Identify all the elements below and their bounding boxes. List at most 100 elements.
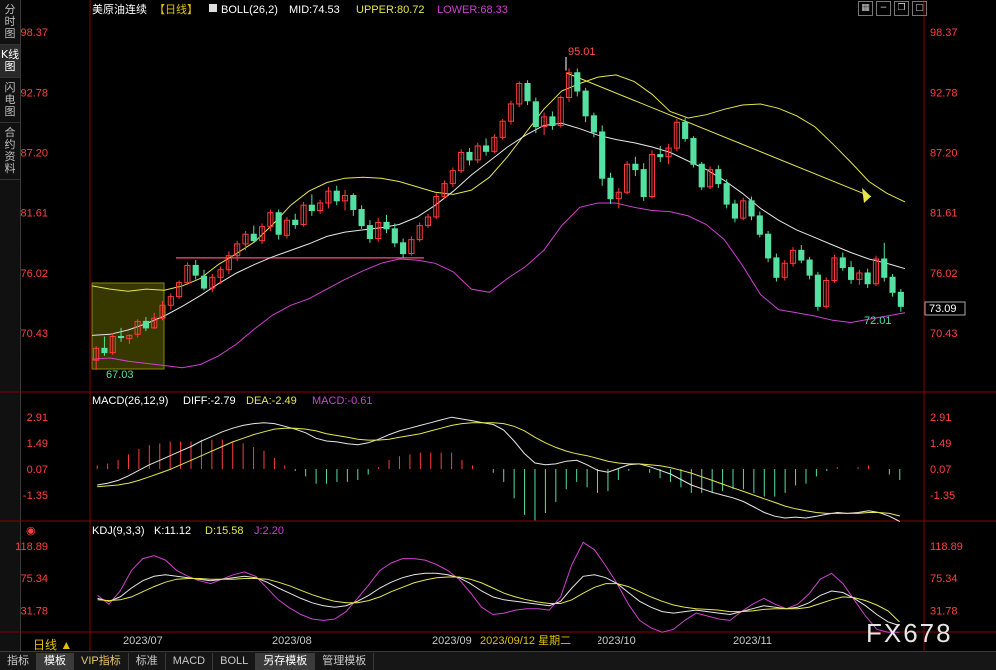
candle [665, 147, 672, 158]
candle [491, 136, 498, 152]
candle [765, 233, 772, 259]
candle [176, 282, 183, 298]
candle [549, 116, 556, 126]
candle [756, 215, 763, 235]
boll-upper-line [91, 74, 906, 292]
candle [889, 276, 896, 293]
candle [267, 212, 274, 228]
candle [482, 145, 490, 152]
candle [466, 151, 473, 161]
candle [151, 317, 158, 329]
tab-lightning[interactable]: 闪电图 [0, 78, 20, 123]
tab-timeshare[interactable]: 分时图 [0, 0, 20, 45]
tab-macd[interactable]: MACD [166, 652, 214, 670]
candle [292, 219, 299, 226]
tab-boll[interactable]: BOLL [213, 652, 257, 670]
candle [541, 116, 548, 128]
tab-kline[interactable]: K线图 [0, 45, 20, 78]
candle [723, 183, 730, 205]
candle [682, 121, 689, 139]
restore-icon[interactable]: ❐ [894, 1, 909, 16]
macd-tick-label: 2.91 [930, 412, 951, 424]
candle [258, 226, 266, 242]
candle [632, 163, 639, 171]
candle [624, 163, 631, 193]
price-tick-label: 70.43 [930, 328, 958, 340]
candle [300, 204, 307, 226]
price-tick-label: 81.61 [930, 208, 958, 220]
tab-standard[interactable]: 标准 [129, 652, 166, 670]
candle [416, 225, 423, 241]
candle [350, 194, 357, 210]
candle [192, 264, 199, 276]
hover-date: 2023/09/12 星期二 [480, 634, 571, 647]
boll-indicator-icon [209, 4, 217, 12]
chart-canvas[interactable]: 2.91 2.91 1.49 1.49 0.07 0.07 -1.35 -1.35 118.8… [0, 0, 996, 651]
boll-lower-line [91, 202, 906, 369]
trend-arrow [862, 187, 871, 203]
low-annotation-left: 67.03 [106, 369, 134, 381]
kdj-tick-label: 31.78 [20, 605, 48, 617]
candle [441, 183, 448, 198]
candle [607, 177, 614, 200]
price-tick-label: 98.37 [20, 27, 48, 39]
candle [856, 272, 863, 280]
price-tick-label: 87.20 [20, 147, 48, 159]
kdj-tick-label: 118.89 [15, 541, 48, 553]
price-tick-label: 70.43 [20, 328, 48, 340]
price-axis-right: 98.37 92.78 87.20 81.61 76.02 70.43 [930, 27, 958, 340]
candle [557, 97, 564, 126]
candle [408, 239, 415, 255]
candle [283, 219, 291, 236]
candle [532, 101, 539, 128]
candle [615, 191, 622, 200]
candle [839, 257, 846, 269]
candle [524, 83, 531, 102]
kdj-tick-label: 31.78 [930, 605, 958, 617]
candle [582, 90, 589, 117]
macd-value: MACD:-0.61 [312, 395, 373, 407]
candle [590, 115, 597, 133]
macd-tick-label: -1.35 [930, 490, 955, 502]
candle [507, 103, 515, 122]
minus-icon[interactable]: − [876, 1, 891, 16]
candle [864, 272, 871, 285]
candle [225, 255, 232, 271]
candle [715, 169, 722, 185]
tab-contract-info[interactable]: 合约资料 [0, 123, 20, 180]
boll-lower-value: LOWER:68.33 [437, 4, 508, 16]
macd-tick-label: 2.91 [27, 412, 48, 424]
tab-save-template[interactable]: 另存模板 [256, 652, 316, 670]
candle [449, 170, 456, 185]
kdj-j-line [97, 541, 900, 633]
candle [773, 257, 780, 278]
candle [881, 258, 888, 278]
kdj-d-line [97, 576, 900, 623]
grid-icon[interactable]: ▦ [858, 1, 873, 16]
watermark-logo: FX678 [866, 618, 953, 648]
candle [516, 83, 523, 105]
period-selector[interactable]: 日线 ▲ [33, 638, 73, 652]
kdj-settings-icon[interactable]: ◉ [26, 525, 36, 537]
macd-tick-label: 1.49 [930, 438, 951, 450]
candle [117, 335, 125, 339]
maximize-icon[interactable]: □ [912, 1, 927, 16]
price-tick-label: 76.02 [930, 268, 958, 280]
boll-mid-value: MID:74.53 [289, 4, 340, 16]
candle [366, 225, 373, 240]
tab-vip-indicator[interactable]: VIP指标 [74, 652, 129, 670]
indicator-bottom-bar: 指标 模板 VIP指标 标准 MACD BOLL 另存模板 管理模板 [0, 651, 996, 670]
candle [474, 145, 481, 161]
tab-indicator[interactable]: 指标 [0, 652, 37, 670]
price-panel [91, 57, 906, 370]
tab-template[interactable]: 模板 [37, 652, 74, 670]
candle [640, 169, 647, 198]
kdj-d-value: D:15.58 [205, 525, 244, 537]
tab-manage-template[interactable]: 管理模板 [315, 652, 375, 670]
candle [142, 320, 149, 329]
candle [333, 190, 340, 202]
candle [789, 249, 797, 264]
candle [217, 269, 224, 278]
macd-dea-line [97, 422, 900, 517]
kdj-tick-label: 75.34 [20, 573, 48, 585]
